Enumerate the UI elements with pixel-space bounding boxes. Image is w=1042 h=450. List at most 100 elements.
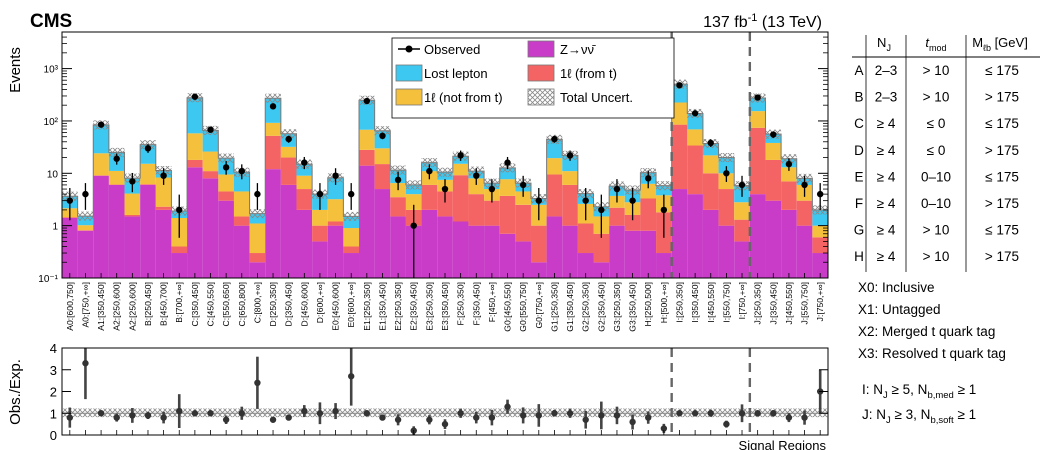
legend-uncert-hatch-fill <box>528 89 554 105</box>
bar-onel_t-18 <box>343 246 360 254</box>
ratio-point-36 <box>629 418 636 426</box>
bar-zinv-27 <box>484 225 500 278</box>
y-tick-label-3: 10² <box>44 117 59 128</box>
bar-onel_not_t-15 <box>296 175 313 190</box>
bar-onel_t-39 <box>671 124 688 190</box>
x-tick-label-40: I:[350,450] <box>690 282 700 323</box>
ratio-point-10 <box>222 416 230 423</box>
main-plot: 10⁻¹ 1 10 10² 10³ A0:[600,750] A0:[750,+∞] A1:… <box>7 31 829 332</box>
x-tick-label-36: G3:[350,450] <box>628 282 638 332</box>
bar-zinv-13 <box>265 169 281 278</box>
table-cell-tmod: ≤ 0 <box>927 116 946 131</box>
x-tick-label-35: G3:[250,350] <box>612 282 622 332</box>
bar-zinv-40 <box>687 194 703 278</box>
uncert-band-3 <box>108 147 125 157</box>
bar-onel_t-14 <box>280 157 297 185</box>
x-tick-label-23: E3:[250,350] <box>424 282 434 331</box>
uncert-band-21 <box>390 165 406 175</box>
bar-onel_not_t-28 <box>499 179 516 196</box>
bar-lostlep-12 <box>249 213 266 224</box>
table-row-B: B 2–3 > 10 > 175 <box>854 90 1019 105</box>
bar-zinv-25 <box>452 221 469 278</box>
bar-lostlep-39 <box>671 84 688 103</box>
bar-onel_not_t-29 <box>515 191 531 205</box>
table-cell-region: H <box>854 249 864 264</box>
legend-lostlep-label: Lost lepton <box>424 66 488 81</box>
bar-onel_not_t-20 <box>374 148 391 165</box>
bar-onel_t-43 <box>734 219 750 242</box>
ratio-point-12 <box>254 379 261 386</box>
bar-lostlep-8 <box>187 97 203 134</box>
bar-zinv-11 <box>233 225 250 278</box>
bar-zinv-37 <box>640 230 657 278</box>
bar-onel_not_t-48 <box>812 225 828 238</box>
x-tick-label-3: A2:[250,600] <box>112 282 122 331</box>
bar-lostlep-22 <box>405 184 422 195</box>
x-tick-label-13: D:[250,350] <box>268 282 278 326</box>
table-row-D: D ≥ 4 ≤ 0 > 175 <box>854 143 1019 158</box>
observed-point-41 <box>707 139 714 147</box>
bar-onel_not_t-16 <box>312 209 328 226</box>
note-j-definition: J: NJ ≥ 3, Nb,soft ≥ 1 <box>862 407 976 426</box>
observed-point-0 <box>66 197 74 204</box>
observed-point-38 <box>660 206 668 214</box>
table-cell-region: E <box>854 169 863 184</box>
ratio-y-tick-label-4: 4 <box>50 341 57 356</box>
x-tick-label-47: J:[550,750] <box>800 282 810 325</box>
bar-onel_t-30 <box>530 225 547 263</box>
legend-entry-onel-not-t: 1ℓ (not from t) <box>395 88 503 106</box>
legend-onel-not-t-swatch <box>395 88 423 106</box>
ratio-point-20 <box>379 414 386 421</box>
observed-point-33 <box>582 197 589 204</box>
bar-onel_not_t-46 <box>781 167 797 182</box>
bar-onel_t-25 <box>452 175 469 222</box>
note-i-definition: I: NJ ≥ 5, Nb,med ≥ 1 <box>862 382 976 401</box>
x-tick-label-8: C:[350,450] <box>190 282 200 326</box>
bar-onel_not_t-12 <box>249 223 266 254</box>
observed-point-27 <box>488 185 496 193</box>
observed-point-13 <box>269 103 277 110</box>
bar-onel_t-1 <box>77 230 94 231</box>
bar-lostlep-15 <box>296 164 313 176</box>
observed-point-5 <box>144 145 152 152</box>
bar-lostlep-19 <box>359 100 375 130</box>
x-tick-label-28: G0:[450,550] <box>503 282 513 332</box>
legend-entry-observed: Observed <box>398 42 480 57</box>
bar-onel_t-29 <box>515 204 531 242</box>
bar-onel_t-6 <box>155 206 172 210</box>
bar-zinv-8 <box>187 167 203 278</box>
x-tick-label-48: J:[750,+∞] <box>815 282 825 321</box>
ratio-point-6 <box>160 414 167 421</box>
table-cell-mlb: ≤ 175 <box>985 63 1019 78</box>
observed-point-44 <box>754 94 761 101</box>
ratio-point-45 <box>770 410 777 417</box>
uncert-band-12 <box>249 209 266 219</box>
x-tick-label-24: E3:[350,450] <box>440 282 450 331</box>
legend-observed-label: Observed <box>424 42 480 57</box>
bar-onel_t-16 <box>312 225 328 242</box>
observed-point-42 <box>723 170 730 177</box>
bar-onel_t-41 <box>702 173 719 210</box>
bar-onel_t-10 <box>218 191 234 201</box>
bar-onel_t-28 <box>499 195 516 234</box>
bar-onel_t-31 <box>546 174 563 217</box>
observed-point-37 <box>645 175 652 182</box>
observed-point-20 <box>379 132 386 140</box>
ratio-point-11 <box>238 410 245 417</box>
ratio-point-41 <box>707 410 714 417</box>
bar-zinv-34 <box>593 262 610 278</box>
bar-onel_not_t-10 <box>218 174 234 192</box>
table-cell-nj: 2–3 <box>875 90 898 105</box>
x-tick-label-10: C:[550,650] <box>221 282 231 326</box>
bar-onel_t-15 <box>296 189 313 210</box>
bar-onel_not_t-1 <box>77 225 94 231</box>
bar-zinv-16 <box>312 241 328 278</box>
bar-onel_t-19 <box>359 149 375 166</box>
ratio-point-33 <box>582 416 589 423</box>
table-cell-tmod: > 10 <box>923 249 950 264</box>
ratio-point-4 <box>129 412 136 419</box>
ratio-point-16 <box>316 410 324 417</box>
bar-zinv-45 <box>765 200 782 278</box>
x-tick-label-14: D:[350,450] <box>284 282 294 326</box>
bar-zinv-15 <box>296 209 313 278</box>
